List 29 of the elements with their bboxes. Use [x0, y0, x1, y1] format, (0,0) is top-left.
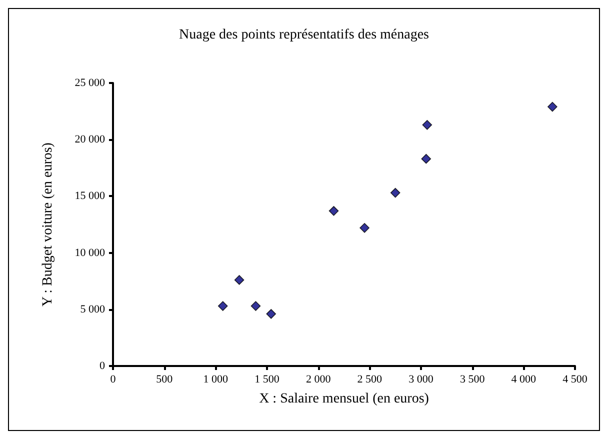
x-tick-label: 0	[110, 374, 116, 386]
x-tick-label: 2 500	[357, 374, 383, 386]
x-tick-label: 2 000	[306, 374, 332, 386]
x-tick-label: 1 000	[203, 374, 229, 386]
x-tick-label: 500	[156, 374, 174, 386]
x-axis-title: X : Salaire mensuel (en euros)	[259, 392, 430, 406]
chart-title: Nuage des points représentatifs des ménages	[179, 28, 429, 42]
x-tick-label: 4 000	[511, 374, 537, 386]
x-tick-label: 4 500	[562, 374, 588, 386]
y-tick-label: 25 000	[74, 77, 106, 89]
x-tick-label: 1 500	[254, 374, 280, 386]
point	[422, 120, 432, 130]
point	[234, 275, 244, 285]
y-tick-label: 10 000	[74, 246, 106, 259]
y-tick-label: 5 000	[80, 303, 106, 316]
point	[421, 154, 432, 164]
y-tick-label: 20 000	[74, 134, 106, 146]
point	[390, 188, 400, 198]
y-axis-title: Y : Budget voiture (en euros)	[40, 142, 56, 306]
point	[250, 301, 261, 311]
point	[548, 102, 558, 112]
point	[266, 309, 276, 319]
x-tick-label: 3 000	[408, 374, 434, 386]
point	[218, 301, 228, 311]
point	[328, 206, 339, 216]
point	[360, 222, 370, 233]
y-tick-label: 0	[100, 360, 106, 372]
x-tick-label: 3 500	[460, 374, 486, 386]
y-tick-label: 15 000	[74, 190, 106, 202]
